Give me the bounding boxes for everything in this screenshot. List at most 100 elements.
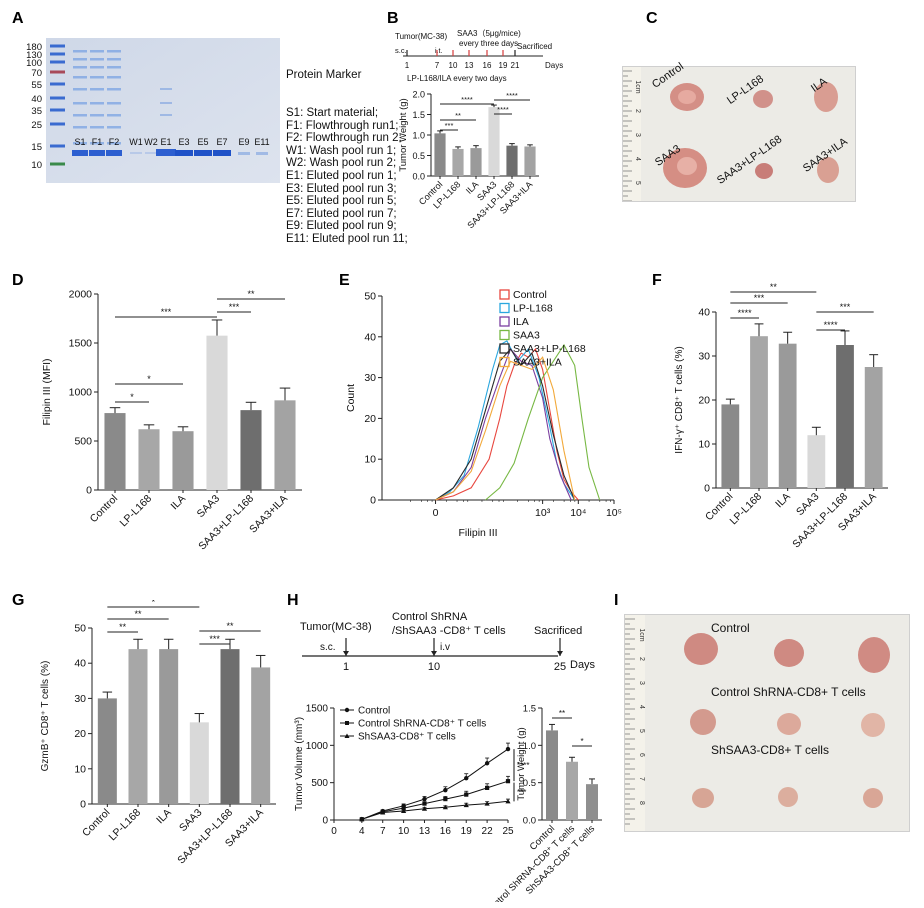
histogram-Control xyxy=(435,347,579,501)
y-tick-label: 1.0 xyxy=(412,131,425,141)
bar-3 xyxy=(807,435,826,488)
timeline-day: 16 xyxy=(483,61,492,70)
panel-letter-a: A xyxy=(12,10,24,27)
significance-label: **** xyxy=(497,105,509,114)
x-tick-label: 25 xyxy=(502,826,514,837)
marker-band xyxy=(50,52,65,56)
lane-band-main-S1 xyxy=(72,150,88,156)
lane-label-W2: W2 xyxy=(144,137,158,147)
significance-label: *** xyxy=(754,293,765,303)
ruler-label: 6 xyxy=(638,753,645,757)
lane-band-main-E9 xyxy=(238,152,250,155)
tumor-lp-l168 xyxy=(753,90,773,108)
lane-band-F1 xyxy=(90,58,104,61)
panel-letter-g: G xyxy=(12,592,25,609)
bar-1 xyxy=(128,649,148,804)
x-tick-label: 10 xyxy=(398,826,410,837)
ruler-i-ticks: 1cm 2 3 4 5 6 7 8 xyxy=(625,618,645,825)
gel-legend-list: S1: Start material; F1: Flowthrough run1;… xyxy=(286,107,408,246)
lane-band-main-E5 xyxy=(194,150,212,156)
bar-1 xyxy=(452,148,464,176)
marker-kda-100: 100 xyxy=(26,58,42,69)
y-tick-label: 0.0 xyxy=(523,816,536,827)
lane-label-E1: E1 xyxy=(160,137,171,147)
panel-letter-f: F xyxy=(652,272,662,289)
lane-band-main-F1 xyxy=(89,150,105,156)
legend-swatch xyxy=(499,289,510,300)
timeline-day: 19 xyxy=(499,61,508,70)
tumor-saa3-ila xyxy=(817,157,839,183)
timeline-sc: s.c. xyxy=(395,46,407,55)
y-tick-label: 20 xyxy=(74,728,86,740)
point-square xyxy=(401,805,406,811)
lane-band-E1 xyxy=(160,114,172,116)
point-square xyxy=(443,796,448,802)
significance-label: ** xyxy=(119,622,127,632)
gel-legend-item: E7: Eluted pool run 7; xyxy=(286,207,397,220)
point-square xyxy=(505,779,511,784)
marker-band xyxy=(50,122,65,126)
lane-band-F1 xyxy=(90,50,104,53)
point-triangle xyxy=(505,798,511,804)
point-triangle xyxy=(401,808,407,814)
x-tick-label: LP-L168 xyxy=(107,807,144,844)
marker-band xyxy=(50,44,65,48)
timeline-h-sc: s.c. xyxy=(320,642,336,653)
y-tick-label: 30 xyxy=(698,351,710,363)
y-axis-label: Tumor Volume (mm³) xyxy=(294,717,305,811)
significance-label: ** xyxy=(559,709,565,718)
y-tick-label: 1.0 xyxy=(523,741,536,752)
y-tick-label: 10 xyxy=(364,454,376,466)
significance-label: ** xyxy=(247,289,255,299)
y-tick-label: 0 xyxy=(370,495,376,507)
y-tick-label: 40 xyxy=(698,307,710,319)
lane-band-S1 xyxy=(73,114,87,117)
x-tick-label: ILA xyxy=(168,493,188,513)
y-tick-label: 1.5 xyxy=(412,110,425,120)
y-tick-label: 1000 xyxy=(69,387,93,399)
lane-band-E1 xyxy=(160,88,172,90)
y-tick-label: 20 xyxy=(698,395,710,407)
legend-swatch xyxy=(499,316,510,327)
gel-legend-item: E1: Eluted pool run 1; xyxy=(286,169,397,182)
gel-background xyxy=(46,38,280,183)
marker-kda-55: 55 xyxy=(31,80,42,91)
lane-band-main-E11 xyxy=(256,152,268,155)
bar-4 xyxy=(220,649,240,804)
bar-2 xyxy=(470,148,482,176)
tumor-i-shsaa3-1 xyxy=(692,788,714,808)
chart-d: 0 500 1000 1500 2000 Filipin III (MFI) Control… xyxy=(41,289,302,553)
bar-1 xyxy=(138,429,160,490)
x-axis-label: Filipin III xyxy=(458,527,497,539)
legend-label: Control ShRNA-CD8⁺ T cells xyxy=(358,719,486,730)
x-tick-label: 16 xyxy=(440,826,452,837)
significance-label: * xyxy=(130,392,134,402)
x-tick-label: 10⁵ xyxy=(606,507,622,519)
y-tick-label: 2.0 xyxy=(412,90,425,100)
significance-label: ** xyxy=(455,111,461,120)
legend-swatch xyxy=(499,329,510,341)
point-triangle xyxy=(359,816,365,822)
y-tick-label: 40 xyxy=(364,331,376,343)
lane-band-F2 xyxy=(107,50,121,53)
marker-band xyxy=(50,144,65,148)
legend-swatch xyxy=(499,302,510,314)
tumor-saa3-lp xyxy=(755,163,773,179)
point-square xyxy=(485,785,490,790)
significance-label: **** xyxy=(738,308,753,318)
gel-legend: Protein Marker S1: Start material; F1: Fl… xyxy=(286,44,408,271)
marker-kda-10: 10 xyxy=(31,160,42,171)
point-circle xyxy=(484,761,490,766)
significance-label: *** xyxy=(161,307,172,317)
legend-marker xyxy=(344,707,350,713)
line-0 xyxy=(361,748,509,820)
x-tick-label: 19 xyxy=(461,826,473,837)
point-circle xyxy=(464,775,469,781)
lane-label-E9: E9 xyxy=(238,137,249,147)
point-triangle xyxy=(421,806,428,811)
panel-b: Tumor(MC-38) s.c. i.t. SAA3（5μg/mice) every … xyxy=(395,26,575,262)
lane-band-S1 xyxy=(73,142,87,145)
y-tick-label: 0 xyxy=(80,799,86,811)
